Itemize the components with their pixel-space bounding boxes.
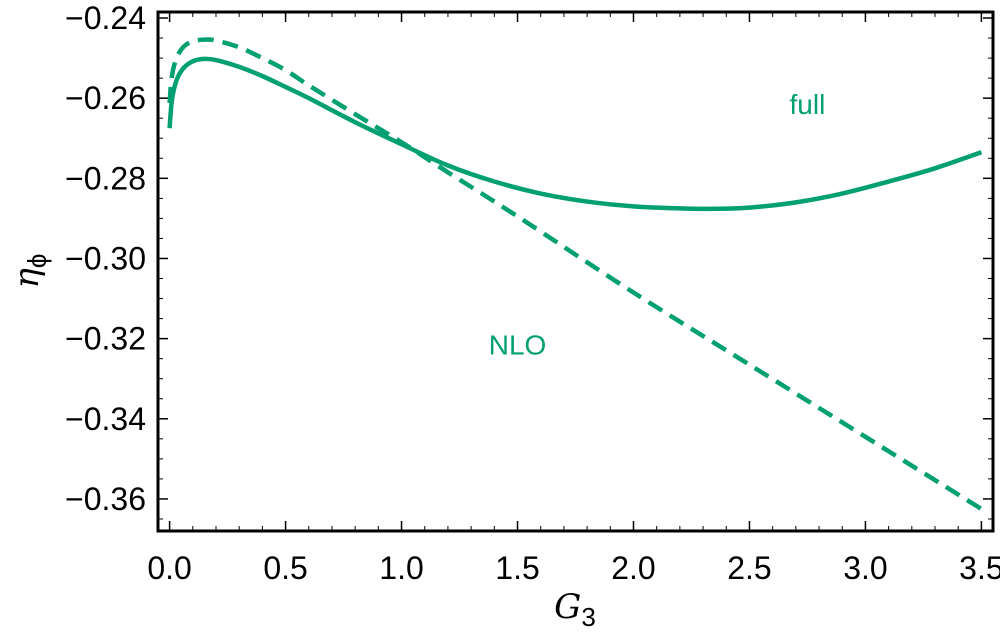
y-tick-label: −0.26	[65, 80, 146, 116]
y-axis-label: ηϕ	[7, 254, 52, 289]
series-lines	[167, 37, 983, 511]
annotation-nlo: NLO	[489, 330, 547, 361]
x-tick-label: 1.0	[379, 550, 423, 586]
y-axis-label-main: η	[7, 267, 47, 288]
series-line-nlo	[167, 37, 983, 511]
x-axis-label-sub: 3	[581, 602, 595, 632]
annotations: full NLO	[489, 89, 826, 360]
y-tick-label: −0.28	[65, 160, 146, 196]
y-tick-label: −0.34	[65, 401, 146, 437]
y-axis-label-sub: ϕ	[22, 254, 52, 269]
x-axis-label: G3	[554, 587, 596, 632]
x-tick-label: 3.0	[843, 550, 887, 586]
y-tick-label: −0.36	[65, 481, 146, 517]
x-tick-label: 0.0	[147, 550, 191, 586]
y-tick-label: −0.32	[65, 321, 146, 357]
plot-frame	[156, 10, 995, 533]
x-tick-label: 1.5	[495, 550, 539, 586]
x-axis-label-main: G	[554, 587, 581, 627]
annotation-full: full	[790, 89, 826, 120]
x-tick-label: 2.0	[611, 550, 655, 586]
x-tick-label: 0.5	[263, 550, 307, 586]
x-tick-labels: 0.0 0.5 1.0 1.5 2.0 2.5 3.0 3.5	[147, 550, 1000, 586]
x-tick-label: 3.5	[959, 550, 1000, 586]
y-tick-label: −0.24	[65, 0, 146, 36]
y-tick-labels: −0.24 −0.26 −0.28 −0.30 −0.32 −0.34 −0.36	[65, 0, 146, 517]
x-tick-label: 2.5	[727, 550, 771, 586]
y-tick-label: −0.30	[65, 240, 146, 276]
